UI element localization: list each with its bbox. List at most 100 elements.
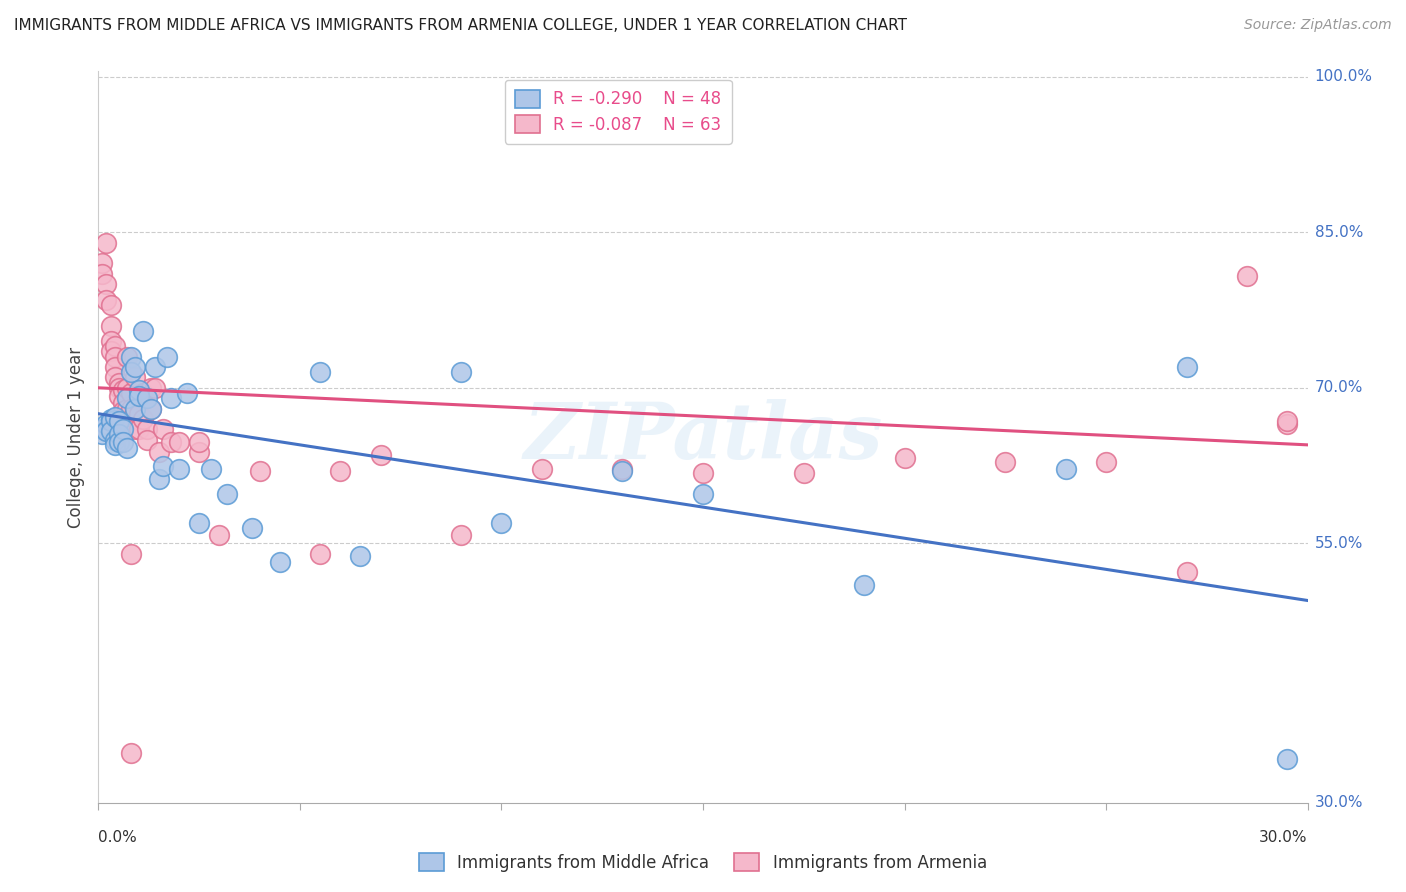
Text: 85.0%: 85.0% bbox=[1315, 225, 1362, 240]
Point bbox=[103, 339, 125, 353]
Point bbox=[111, 422, 134, 436]
Point bbox=[152, 458, 174, 473]
Point bbox=[139, 381, 162, 395]
Point bbox=[135, 422, 157, 436]
Point bbox=[1175, 566, 1198, 580]
Point bbox=[135, 391, 157, 405]
Text: 100.0%: 100.0% bbox=[1315, 69, 1372, 84]
Point bbox=[1277, 414, 1299, 428]
Point bbox=[692, 466, 714, 480]
Point bbox=[148, 472, 170, 486]
Point bbox=[100, 425, 122, 439]
Point bbox=[103, 359, 125, 374]
Point bbox=[96, 417, 118, 431]
Point bbox=[120, 365, 142, 379]
Point bbox=[269, 555, 291, 569]
Point bbox=[1277, 417, 1299, 431]
Point bbox=[120, 350, 142, 364]
Point bbox=[160, 434, 183, 449]
Point bbox=[200, 461, 222, 475]
Point bbox=[91, 427, 114, 442]
Point bbox=[692, 486, 714, 500]
Point bbox=[176, 386, 198, 401]
Point bbox=[115, 381, 138, 395]
Point bbox=[120, 401, 142, 416]
Point bbox=[115, 441, 138, 455]
Point bbox=[167, 434, 190, 449]
Point bbox=[100, 344, 122, 359]
Point bbox=[91, 422, 114, 436]
Point bbox=[103, 433, 125, 447]
Point bbox=[103, 370, 125, 384]
Point bbox=[793, 466, 815, 480]
Point bbox=[115, 391, 138, 405]
Point bbox=[160, 391, 183, 405]
Point bbox=[1095, 455, 1118, 469]
Point bbox=[128, 389, 150, 403]
Point bbox=[128, 422, 150, 436]
Point bbox=[124, 401, 146, 416]
Point bbox=[111, 396, 134, 410]
Point bbox=[135, 433, 157, 447]
Point bbox=[450, 528, 472, 542]
Text: ZIPatlas: ZIPatlas bbox=[523, 399, 883, 475]
Point bbox=[893, 451, 915, 466]
Legend: Immigrants from Middle Africa, Immigrants from Armenia: Immigrants from Middle Africa, Immigrant… bbox=[412, 847, 994, 879]
Point bbox=[96, 235, 118, 250]
Text: 0.0%: 0.0% bbox=[98, 830, 138, 845]
Point bbox=[994, 455, 1017, 469]
Point bbox=[100, 334, 122, 348]
Point bbox=[124, 401, 146, 416]
Point bbox=[103, 409, 125, 424]
Text: Source: ZipAtlas.com: Source: ZipAtlas.com bbox=[1244, 18, 1392, 32]
Point bbox=[120, 746, 142, 760]
Point bbox=[309, 365, 332, 379]
Point bbox=[139, 401, 162, 416]
Point bbox=[100, 412, 122, 426]
Point bbox=[120, 386, 142, 401]
Point bbox=[530, 461, 553, 475]
Point bbox=[132, 412, 155, 426]
Point bbox=[1277, 752, 1299, 766]
Point bbox=[107, 376, 129, 390]
Point bbox=[115, 401, 138, 416]
Point bbox=[249, 464, 271, 478]
Point bbox=[156, 350, 179, 364]
Point bbox=[100, 414, 122, 428]
Point bbox=[124, 422, 146, 436]
Point bbox=[107, 414, 129, 428]
Point bbox=[128, 407, 150, 421]
Point bbox=[139, 401, 162, 416]
Point bbox=[107, 381, 129, 395]
Text: 30.0%: 30.0% bbox=[1260, 830, 1308, 845]
Point bbox=[349, 549, 371, 563]
Point bbox=[120, 547, 142, 561]
Point bbox=[143, 381, 166, 395]
Point bbox=[188, 516, 211, 530]
Point bbox=[491, 516, 513, 530]
Point bbox=[107, 389, 129, 403]
Point bbox=[96, 277, 118, 291]
Point bbox=[612, 464, 634, 478]
Point bbox=[188, 445, 211, 459]
Point bbox=[329, 464, 352, 478]
Point bbox=[111, 412, 134, 426]
Point bbox=[240, 521, 263, 535]
Point bbox=[128, 383, 150, 397]
Point bbox=[217, 486, 239, 500]
Point bbox=[111, 434, 134, 449]
Point bbox=[115, 350, 138, 364]
Point bbox=[132, 324, 155, 338]
Point bbox=[309, 547, 332, 561]
Point bbox=[450, 365, 472, 379]
Point bbox=[124, 370, 146, 384]
Point bbox=[111, 383, 134, 397]
Point bbox=[100, 298, 122, 312]
Point bbox=[111, 403, 134, 417]
Point bbox=[100, 318, 122, 333]
Point bbox=[96, 425, 118, 439]
Point bbox=[148, 445, 170, 459]
Point bbox=[853, 578, 876, 592]
Point bbox=[208, 528, 231, 542]
Point bbox=[167, 461, 190, 475]
